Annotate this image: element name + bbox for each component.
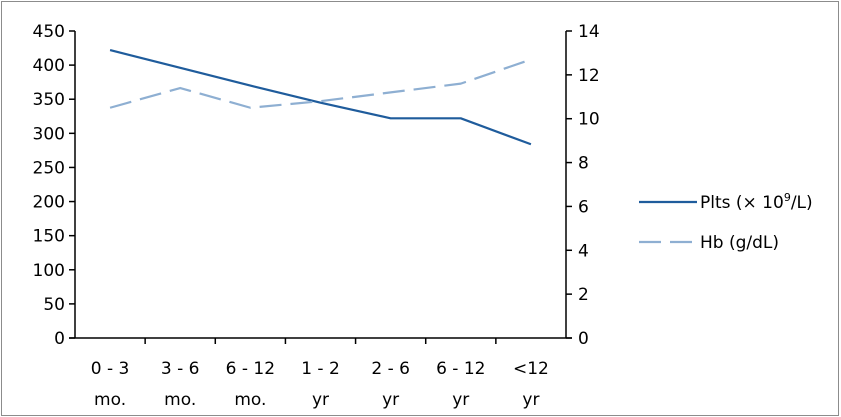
x-tick-label-line: mo. bbox=[94, 390, 126, 410]
x-tick-label-line: yr bbox=[382, 390, 399, 410]
x-axis-ticks: 0 - 3 mo.3 - 6 mo.6 - 12 mo.1 - 2 yr2 - 6 yr6… bbox=[91, 338, 549, 410]
legend-label-text: Plts (× 10 bbox=[700, 193, 784, 213]
left-tick-label: 400 bbox=[33, 56, 65, 76]
left-tick-label: 100 bbox=[33, 261, 65, 281]
right-tick-label: 10 bbox=[578, 110, 600, 130]
left-tick-label: 150 bbox=[33, 227, 65, 247]
x-tick-label: 2 - 6 yr bbox=[371, 359, 410, 410]
x-tick-label: 0 - 3 mo. bbox=[91, 359, 130, 410]
x-tick-label-line: mo. bbox=[234, 390, 266, 410]
legend-label-hb: Hb (g/dL) bbox=[700, 233, 779, 253]
series-line-hb bbox=[109, 58, 532, 109]
legend-label-text: Hb (g/dL) bbox=[700, 233, 779, 253]
right-tick-label: 14 bbox=[578, 22, 600, 42]
x-tick-label-line: 3 - 6 bbox=[161, 359, 200, 379]
left-axis-ticks: 0 50 100 150 200 250 300 350 400 450 bbox=[33, 22, 75, 349]
series-lines bbox=[109, 49, 532, 146]
left-tick-label: 250 bbox=[33, 158, 65, 178]
x-tick-label-line: yr bbox=[312, 390, 329, 410]
x-tick-label-line: 6 - 12 bbox=[226, 359, 275, 379]
left-tick-label: 200 bbox=[33, 193, 65, 213]
right-tick-label: 8 bbox=[578, 154, 589, 174]
x-tick-label: 6 - 12 yr bbox=[436, 359, 485, 410]
legend: Plts (× 109/L) Hb (g/dL) bbox=[639, 191, 813, 253]
right-tick-label: 6 bbox=[578, 197, 589, 217]
left-tick-label: 0 bbox=[54, 329, 65, 349]
x-tick-label: <12 yr bbox=[513, 359, 549, 410]
legend-label-plts: Plts (× 109/L) bbox=[700, 191, 813, 213]
x-tick-label-line: 1 - 2 bbox=[301, 359, 340, 379]
series-line-plts bbox=[109, 49, 532, 146]
x-tick-label-line: yr bbox=[452, 390, 469, 410]
axes bbox=[69, 31, 572, 339]
right-tick-label: 0 bbox=[578, 329, 589, 349]
left-tick-label: 350 bbox=[33, 90, 65, 110]
right-tick-label: 4 bbox=[578, 241, 589, 261]
x-tick-label-line: 2 - 6 bbox=[371, 359, 410, 379]
left-tick-label: 300 bbox=[33, 124, 65, 144]
x-tick-label-line: <12 bbox=[513, 359, 549, 379]
x-tick-label-line: 0 - 3 bbox=[91, 359, 130, 379]
right-axis-ticks: 0 2 4 6 8 10 12 14 bbox=[566, 22, 600, 349]
x-tick-label-line: yr bbox=[522, 390, 539, 410]
x-tick-label: 3 - 6 mo. bbox=[161, 359, 200, 410]
legend-label-superscript: 9 bbox=[784, 191, 791, 204]
right-tick-label: 12 bbox=[578, 66, 600, 86]
left-tick-label: 450 bbox=[33, 22, 65, 42]
x-tick-label: 1 - 2 yr bbox=[301, 359, 340, 410]
x-tick-label: 6 - 12 mo. bbox=[226, 359, 275, 410]
x-tick-label-line: mo. bbox=[164, 390, 196, 410]
right-tick-label: 2 bbox=[578, 285, 589, 305]
legend-label-tail: /L) bbox=[791, 193, 813, 213]
left-tick-label: 50 bbox=[43, 295, 65, 315]
x-tick-label-line: 6 - 12 bbox=[436, 359, 485, 379]
